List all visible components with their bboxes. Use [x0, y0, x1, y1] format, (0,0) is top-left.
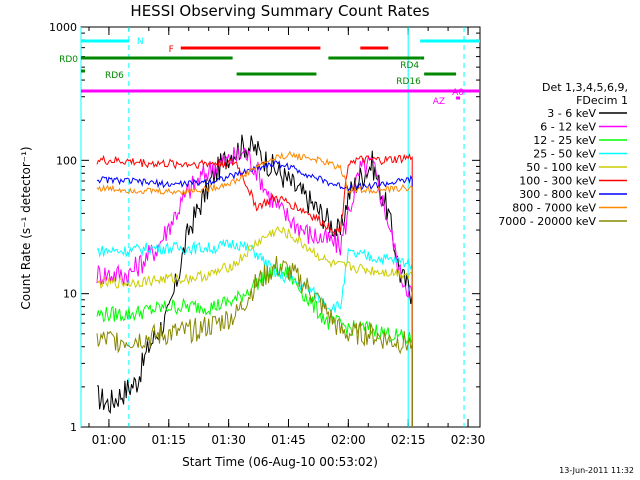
legend-label: 25 - 50 keV — [533, 148, 596, 161]
legend-label: 50 - 100 keV — [526, 161, 596, 174]
series-line — [96, 150, 413, 427]
legend-title-line-1: Det 1,3,4,5,6,9, — [542, 81, 628, 94]
x-tick-label: 01:30 — [211, 433, 246, 447]
legend-label: 800 - 7000 keV — [512, 202, 596, 215]
x-tick-label: 02:00 — [331, 433, 366, 447]
series-line — [96, 225, 413, 427]
status-bar-label: RD0 — [59, 55, 78, 65]
status-bar-label: N — [137, 37, 144, 47]
legend-label: 3 - 6 keV — [547, 107, 596, 120]
y-tick-label: 1 — [70, 421, 77, 434]
legend-label: 300 - 800 keV — [519, 188, 596, 201]
series-line — [97, 134, 413, 427]
status-bar-label: RD6 — [105, 71, 124, 81]
series-line — [96, 255, 413, 427]
plot-frame — [80, 26, 481, 428]
legend-label: 100 - 300 keV — [519, 175, 596, 188]
x-tick-label: 02:15 — [391, 433, 426, 447]
x-tick-label: 02:30 — [451, 433, 486, 447]
series-line — [96, 238, 413, 427]
y-tick-label: 100 — [56, 154, 77, 167]
status-bar-label: F — [169, 45, 174, 55]
series-line — [96, 159, 413, 427]
status-bar-label: AZ — [433, 97, 445, 107]
legend-label: 12 - 25 keV — [533, 134, 596, 147]
x-axis-label: Start Time (06-Aug-10 00:53:02) — [182, 455, 378, 469]
legend-label: 7000 - 20000 keV — [498, 215, 596, 228]
status-bar-label: RD4 — [400, 61, 419, 71]
status-bar-label: A0 — [452, 88, 464, 98]
legend-label: 6 - 12 keV — [540, 121, 596, 134]
series-line — [96, 152, 413, 427]
y-tick-label: 1000 — [49, 21, 77, 34]
y-axis-label: Count Rate (s⁻¹ detector⁻¹) — [19, 146, 33, 309]
footer-date: 13-Jun-2011 11:32 — [559, 466, 634, 475]
x-tick-label: 01:00 — [92, 433, 127, 447]
x-tick-label: 01:45 — [271, 433, 306, 447]
status-bar-label: RD16 — [396, 77, 421, 87]
plot-area: 1 10 100 1000 01:00 01:15 01:30 01:45 02:00 02:15… — [49, 21, 485, 447]
legend-title-line-2: FDecim 1 — [576, 94, 628, 107]
y-tick-label: 10 — [63, 288, 77, 301]
x-tick-label: 01:15 — [151, 433, 186, 447]
chart-title: HESSI Observing Summary Count Rates — [130, 2, 429, 20]
